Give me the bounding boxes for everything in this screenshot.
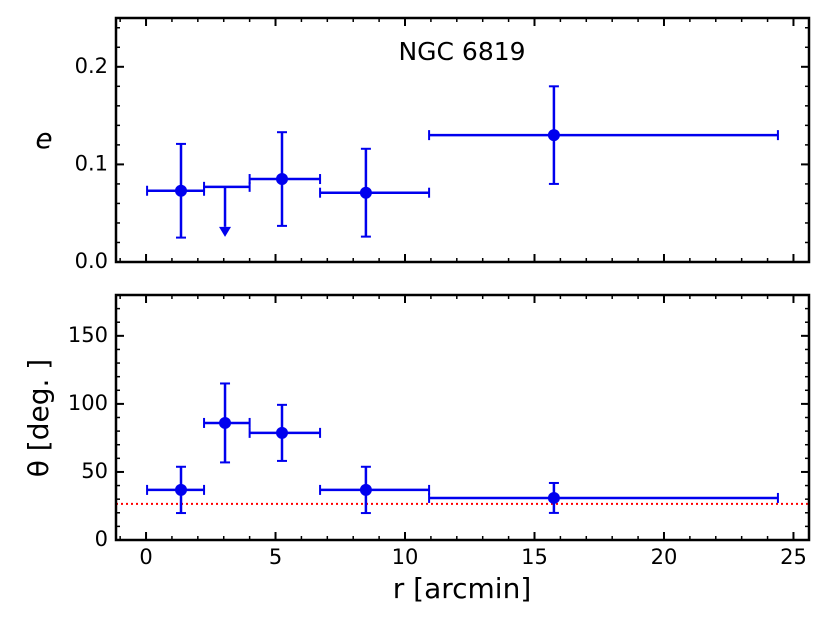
x-tick-label: 20 xyxy=(651,545,678,569)
y-tick-label: 0 xyxy=(95,527,108,551)
y-axis-label: θ [deg. ] xyxy=(22,359,55,477)
y-tick-label: 0.1 xyxy=(75,151,108,175)
point xyxy=(175,483,188,496)
point xyxy=(359,483,372,496)
point xyxy=(359,186,372,199)
x-tick-label: 25 xyxy=(780,545,807,569)
y-tick-label: 150 xyxy=(68,323,108,347)
point xyxy=(175,184,188,197)
y-tick-label: 100 xyxy=(68,391,108,415)
x-tick-label: 10 xyxy=(392,545,419,569)
annotation: NGC 6819 xyxy=(398,37,525,66)
y-tick-label: 0.0 xyxy=(75,249,108,273)
point xyxy=(219,416,232,429)
x-axis-label: r [arcmin] xyxy=(393,572,532,605)
y-tick-label: 50 xyxy=(81,459,108,483)
y-tick-label: 0.2 xyxy=(75,54,108,78)
point xyxy=(275,173,288,186)
point xyxy=(547,129,560,142)
y-axis-label: e xyxy=(35,122,52,155)
point xyxy=(547,491,560,504)
point xyxy=(275,426,288,439)
x-tick-label: 15 xyxy=(521,545,548,569)
x-tick-label: 5 xyxy=(269,545,282,569)
x-tick-label: 0 xyxy=(139,545,152,569)
plot-frame xyxy=(114,16,811,264)
upper-limit-head xyxy=(219,226,232,237)
plot-frame xyxy=(114,293,811,542)
